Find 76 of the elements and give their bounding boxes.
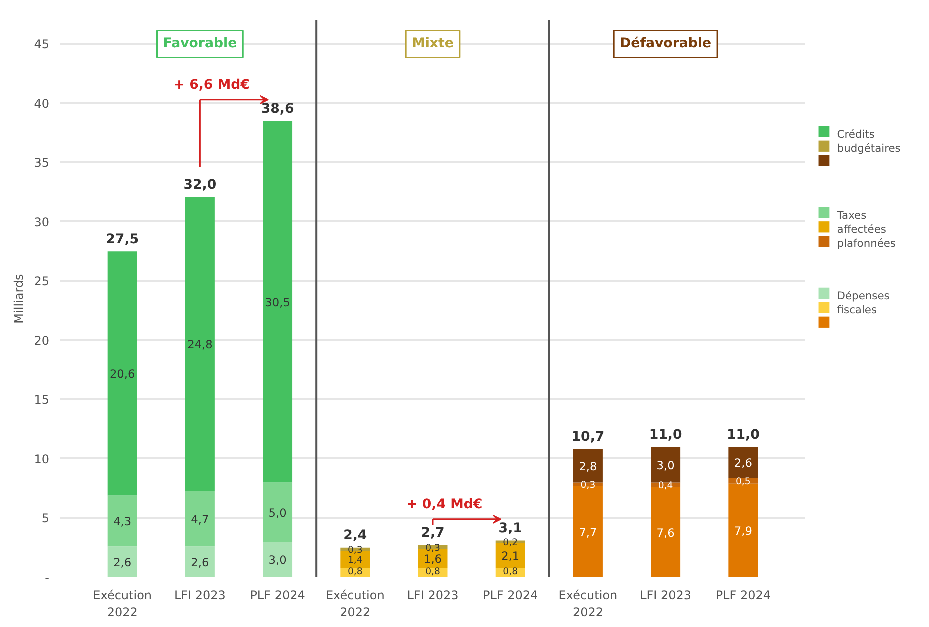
annotation: + 0,4 Md€ xyxy=(406,497,483,512)
legend-label: Dépenses fiscales xyxy=(837,290,890,317)
bar xyxy=(263,482,293,542)
y-tick-label: 20 xyxy=(34,334,50,348)
y-tick-label: - xyxy=(45,571,50,585)
y-tick-label: 40 xyxy=(34,96,50,111)
bar xyxy=(263,542,293,578)
data-label: 1,4 xyxy=(348,555,363,566)
data-label: 0,2 xyxy=(503,537,518,548)
total-label: 27,5 xyxy=(106,232,140,248)
data-label: 2,1 xyxy=(502,549,520,564)
data-label: 0,5 xyxy=(736,476,751,488)
data-label: 4,3 xyxy=(114,514,132,529)
legend-label: Taxes affectées plafonnées xyxy=(836,208,896,250)
y-tick-label: 25 xyxy=(34,274,50,289)
legend-label: Crédits budgétaires xyxy=(837,128,902,156)
data-label: 0,3 xyxy=(348,545,363,556)
bar xyxy=(728,447,758,478)
y-tick-label: 30 xyxy=(34,215,50,230)
bar xyxy=(185,490,215,547)
bar xyxy=(651,447,681,483)
data-label: 7,9 xyxy=(734,524,752,538)
data-label: 4,7 xyxy=(191,512,210,526)
data-label: 3,0 xyxy=(268,553,287,568)
data-label: 2,6 xyxy=(734,456,752,470)
data-label: 7,7 xyxy=(579,525,598,540)
data-label: 5,0 xyxy=(268,506,287,520)
annotation: + 6,6 Md€ xyxy=(174,78,250,93)
data-label: 30,5 xyxy=(265,295,290,310)
x-tick-label: LFI 2023 xyxy=(174,588,226,602)
total-label: 11,0 xyxy=(726,428,760,443)
data-label: 0,4 xyxy=(658,480,674,492)
bar xyxy=(573,450,603,483)
x-tick-label: LFI 2023 xyxy=(640,588,692,602)
x-tick-label: Exécution 2022 xyxy=(326,588,385,620)
x-tick-label: PLF 2024 xyxy=(483,588,538,602)
data-label: 2,6 xyxy=(114,556,132,570)
bar xyxy=(185,197,215,491)
y-axis-title: Milliards xyxy=(12,274,26,324)
total-label: 2,7 xyxy=(421,526,445,542)
y-tick-label: 35 xyxy=(34,156,50,170)
y-tick-label: 10 xyxy=(34,452,50,466)
annotation: Mixte xyxy=(412,36,454,52)
annotation: Favorable xyxy=(163,36,238,52)
x-tick-label: Exécution 2022 xyxy=(558,588,618,620)
bar xyxy=(185,546,215,578)
x-tick-label: PLF 2024 xyxy=(250,588,306,602)
y-tick-label: 45 xyxy=(34,38,50,52)
data-label: 1,6 xyxy=(424,552,442,566)
total-label: 38,6 xyxy=(261,102,294,117)
total-label: 2,4 xyxy=(344,528,368,544)
data-label: 0,8 xyxy=(503,566,518,578)
total-label: 32,0 xyxy=(184,178,217,193)
data-label: 20,6 xyxy=(110,367,136,382)
data-label: 2,6 xyxy=(191,556,210,570)
bar xyxy=(108,546,138,578)
bar xyxy=(263,121,293,483)
x-tick-label: Exécution 2022 xyxy=(93,588,152,620)
annotation: Défavorable xyxy=(620,36,712,52)
y-tick-label: 5 xyxy=(42,512,50,526)
total-label: 3,1 xyxy=(498,521,522,536)
data-label: 3,0 xyxy=(656,458,675,472)
total-label: 10,7 xyxy=(572,430,605,446)
data-label: 0,3 xyxy=(426,542,440,554)
data-label: 0,8 xyxy=(426,566,440,578)
data-label: 2,8 xyxy=(579,460,598,474)
bar xyxy=(108,252,138,496)
x-tick-label: LFI 2023 xyxy=(407,588,459,602)
total-label: 11,0 xyxy=(649,428,682,443)
bar xyxy=(108,496,138,547)
data-label: 7,6 xyxy=(656,526,675,540)
data-label: 0,8 xyxy=(348,566,363,578)
x-tick-label: PLF 2024 xyxy=(716,588,772,602)
data-label: 0,3 xyxy=(580,480,596,491)
data-label: 24,8 xyxy=(188,338,213,352)
y-tick-label: 15 xyxy=(34,393,50,408)
